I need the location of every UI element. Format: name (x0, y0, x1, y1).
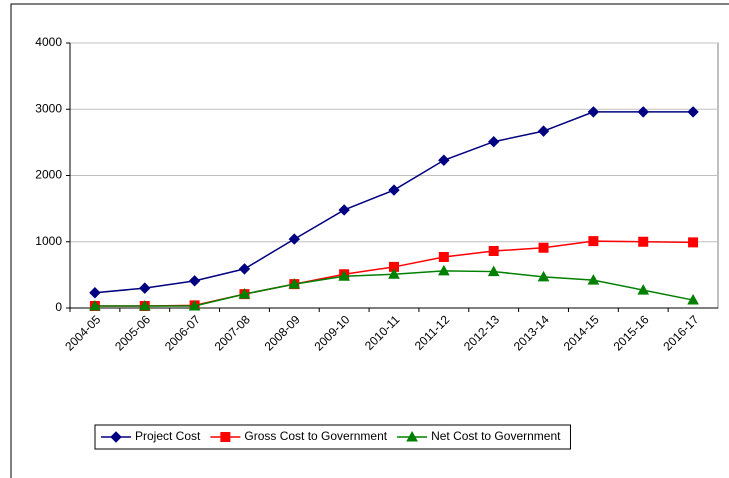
marker (388, 268, 400, 279)
legend-item: Gross Cost to Government (210, 429, 388, 443)
legend: Project Cost Gross Cost to Government Net … (94, 424, 571, 450)
legend-item: Net Cost to Government (397, 429, 561, 443)
marker (89, 299, 101, 311)
marker (587, 106, 600, 118)
marker (587, 274, 600, 285)
marker (487, 265, 500, 277)
marker (537, 270, 550, 282)
marker (638, 236, 649, 247)
y-tick-label: 0 (55, 300, 62, 314)
marker (138, 299, 151, 311)
marker (637, 106, 649, 118)
marker (288, 233, 301, 245)
legend-label: Gross Cost to Government (244, 429, 387, 443)
marker (687, 294, 699, 305)
marker (438, 154, 450, 166)
marker (238, 263, 251, 275)
legend-box (94, 424, 571, 450)
marker (588, 236, 599, 247)
marker (139, 282, 151, 294)
marker (338, 270, 351, 281)
marker (437, 264, 450, 276)
marker (688, 237, 699, 248)
marker (687, 106, 699, 118)
marker (438, 251, 449, 262)
marker (110, 431, 122, 443)
marker (89, 287, 101, 299)
marker (388, 184, 400, 196)
y-tick-label: 1000 (35, 234, 62, 248)
marker (488, 246, 499, 257)
y-tick-label: 2000 (35, 168, 62, 182)
marker (338, 204, 350, 216)
marker (238, 288, 251, 299)
marker (406, 430, 418, 442)
marker (220, 432, 231, 442)
marker (188, 299, 201, 311)
marker (537, 125, 550, 137)
legend-label: Net Cost to Government (431, 429, 561, 443)
marker (188, 275, 201, 287)
marker (288, 278, 301, 289)
marker (538, 242, 549, 253)
y-tick-label: 4000 (35, 35, 62, 49)
marker (637, 284, 650, 295)
legend-label: Project Cost (135, 429, 201, 443)
y-tick-label: 3000 (35, 101, 62, 115)
legend-item: Project Cost (101, 429, 201, 443)
marker (487, 136, 500, 148)
marker (389, 261, 399, 272)
